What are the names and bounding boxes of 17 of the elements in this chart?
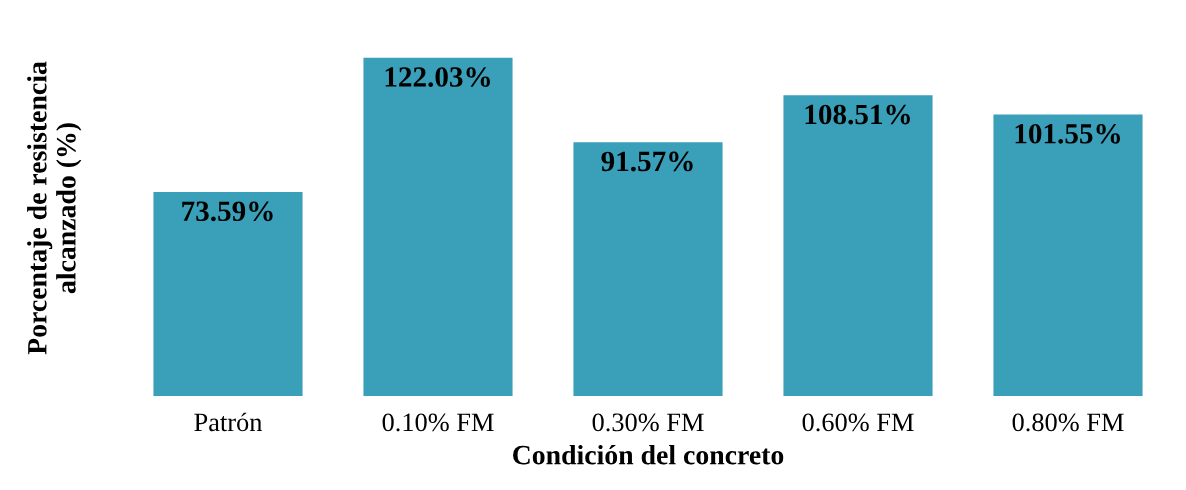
bar (363, 57, 513, 396)
bar (993, 114, 1143, 396)
data-label: 73.59% (182, 201, 273, 222)
data-label: 122.03% (385, 67, 490, 87)
x-tick-label: 0.30% FM (592, 413, 704, 432)
x-tick-label: Patrón (194, 412, 263, 432)
data-label: 101.55% (1015, 123, 1120, 144)
x-tick-label: 0.60% FM (802, 413, 914, 432)
data-label: 108.51% (805, 104, 910, 125)
data-label: 91.57% (601, 151, 693, 172)
x-tick-label: 0.80% FM (1012, 413, 1124, 432)
bar (573, 142, 723, 396)
bar (153, 192, 303, 396)
bar (783, 95, 933, 396)
y-axis-title: Porcentaje de resistencia alcanzado (%) (27, 61, 82, 355)
x-tick-label: 0.10% FM (382, 413, 494, 432)
x-axis-title: Condición del concreto (513, 444, 784, 465)
